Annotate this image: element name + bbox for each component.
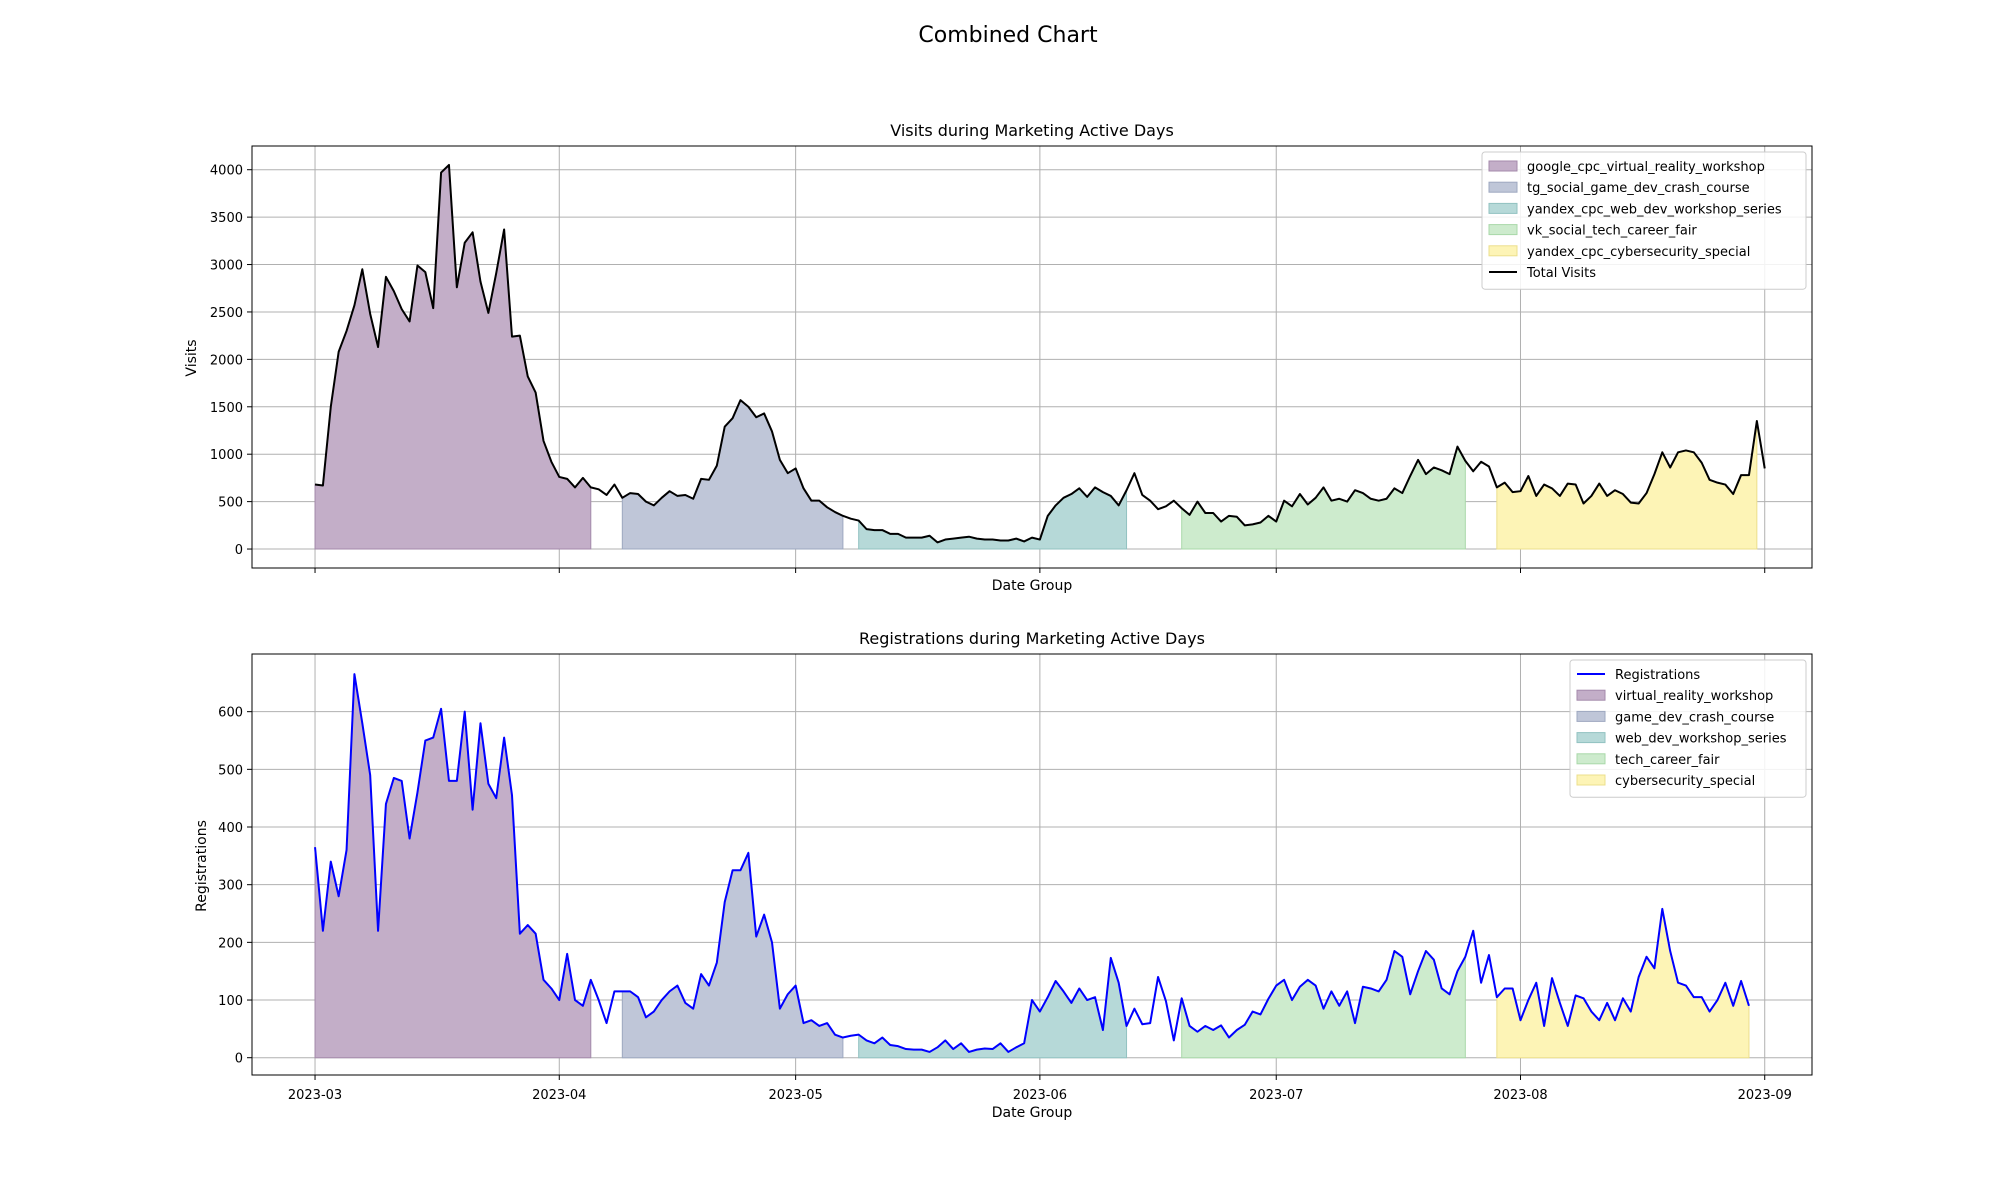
visits-legend-swatch <box>1488 181 1518 193</box>
registrations-legend-swatch <box>1576 689 1606 701</box>
visits-y-axis-label: Visits <box>184 339 200 376</box>
visits-y-tick-label: 1000 <box>210 448 243 463</box>
visits-legend-swatch <box>1488 202 1518 214</box>
registrations-y-tick-label: 600 <box>218 706 243 721</box>
visits-legend-box <box>1481 151 1807 290</box>
visits-series-line <box>314 163 1766 544</box>
visits-chart-title: Visits during Marketing Active Days <box>890 121 1174 140</box>
registrations-y-tick-label: 200 <box>218 936 243 951</box>
visits-legend-swatch <box>1488 245 1518 257</box>
visits-legend-label: vk_social_tech_career_fair <box>1527 224 1697 239</box>
visits-legend-label: yandex_cpc_web_dev_workshop_series <box>1527 202 1782 217</box>
visits-legend-label: google_cpc_virtual_reality_workshop <box>1527 160 1765 175</box>
registrations-x-tick-label: 2023-03 <box>288 1088 342 1103</box>
visits-legend-label: Total Visits <box>1526 266 1596 281</box>
registrations-legend-swatch <box>1576 710 1606 722</box>
registrations-x-tick-label: 2023-09 <box>1738 1088 1792 1103</box>
visits-y-tick-label: 2500 <box>210 306 243 321</box>
registrations-y-tick-label: 500 <box>218 763 243 778</box>
registrations-legend-label: game_dev_crash_course <box>1615 710 1774 725</box>
visits-panel: Visits during Marketing Active Days Date… <box>184 121 1813 594</box>
visits-y-tick-label: 3500 <box>210 211 243 226</box>
registrations-legend-label: tech_career_fair <box>1615 753 1720 768</box>
registrations-legend: Registrations virtual_reality_workshopgam… <box>1569 659 1807 798</box>
registrations-y-tick-label: 0 <box>235 1052 243 1067</box>
figure-title: Combined Chart <box>918 23 1098 48</box>
visits-axes-frame <box>251 145 1813 569</box>
registrations-x-tick-label: 2023-07 <box>1249 1088 1303 1103</box>
registrations-series-line <box>314 673 1750 1053</box>
visits-y-tick-label: 500 <box>218 496 243 511</box>
visits-y-tick-label: 0 <box>235 543 243 558</box>
registrations-y-tick-label: 100 <box>218 994 243 1009</box>
registrations-legend-label: virtual_reality_workshop <box>1615 689 1773 704</box>
registrations-x-tick-label: 2023-04 <box>532 1088 586 1103</box>
registrations-x-tick-label: 2023-06 <box>1013 1088 1067 1103</box>
registrations-panel: Registrations during Marketing Active Da… <box>194 629 1813 1121</box>
visits-y-tick-label: 4000 <box>210 164 243 179</box>
visits-y-tick-label: 1500 <box>210 401 243 416</box>
visits-x-axis-label: Date Group <box>992 578 1073 594</box>
visits-y-tick-label: 2000 <box>210 353 243 368</box>
registrations-legend-swatch <box>1576 753 1606 765</box>
registrations-y-axis-label: Registrations <box>194 820 210 912</box>
visits-legend-label: tg_social_game_dev_crash_course <box>1527 181 1750 196</box>
registrations-legend-label: web_dev_workshop_series <box>1615 732 1787 747</box>
visits-legend-swatch <box>1488 224 1518 236</box>
registrations-legend-box <box>1569 659 1807 798</box>
registrations-legend-label: Registrations <box>1615 668 1700 683</box>
registrations-chart-title: Registrations during Marketing Active Da… <box>859 629 1205 648</box>
registrations-legend-swatch <box>1576 774 1606 786</box>
visits-legend-swatch <box>1488 160 1518 172</box>
visits-legend-label: yandex_cpc_cybersecurity_special <box>1527 245 1750 260</box>
registrations-y-tick-label: 400 <box>218 821 243 836</box>
registrations-x-tick-label: 2023-05 <box>768 1088 822 1103</box>
registrations-x-tick-label: 2023-08 <box>1493 1088 1547 1103</box>
registrations-y-tick-label: 300 <box>218 879 243 894</box>
visits-y-tick-label: 3000 <box>210 259 243 274</box>
registrations-legend-swatch <box>1576 732 1606 744</box>
registrations-legend-label: cybersecurity_special <box>1615 774 1755 789</box>
registrations-x-axis-label: Date Group <box>992 1105 1073 1121</box>
visits-legend: google_cpc_virtual_reality_workshop tg_so… <box>1481 151 1807 290</box>
registrations-axes-frame <box>251 653 1813 1076</box>
